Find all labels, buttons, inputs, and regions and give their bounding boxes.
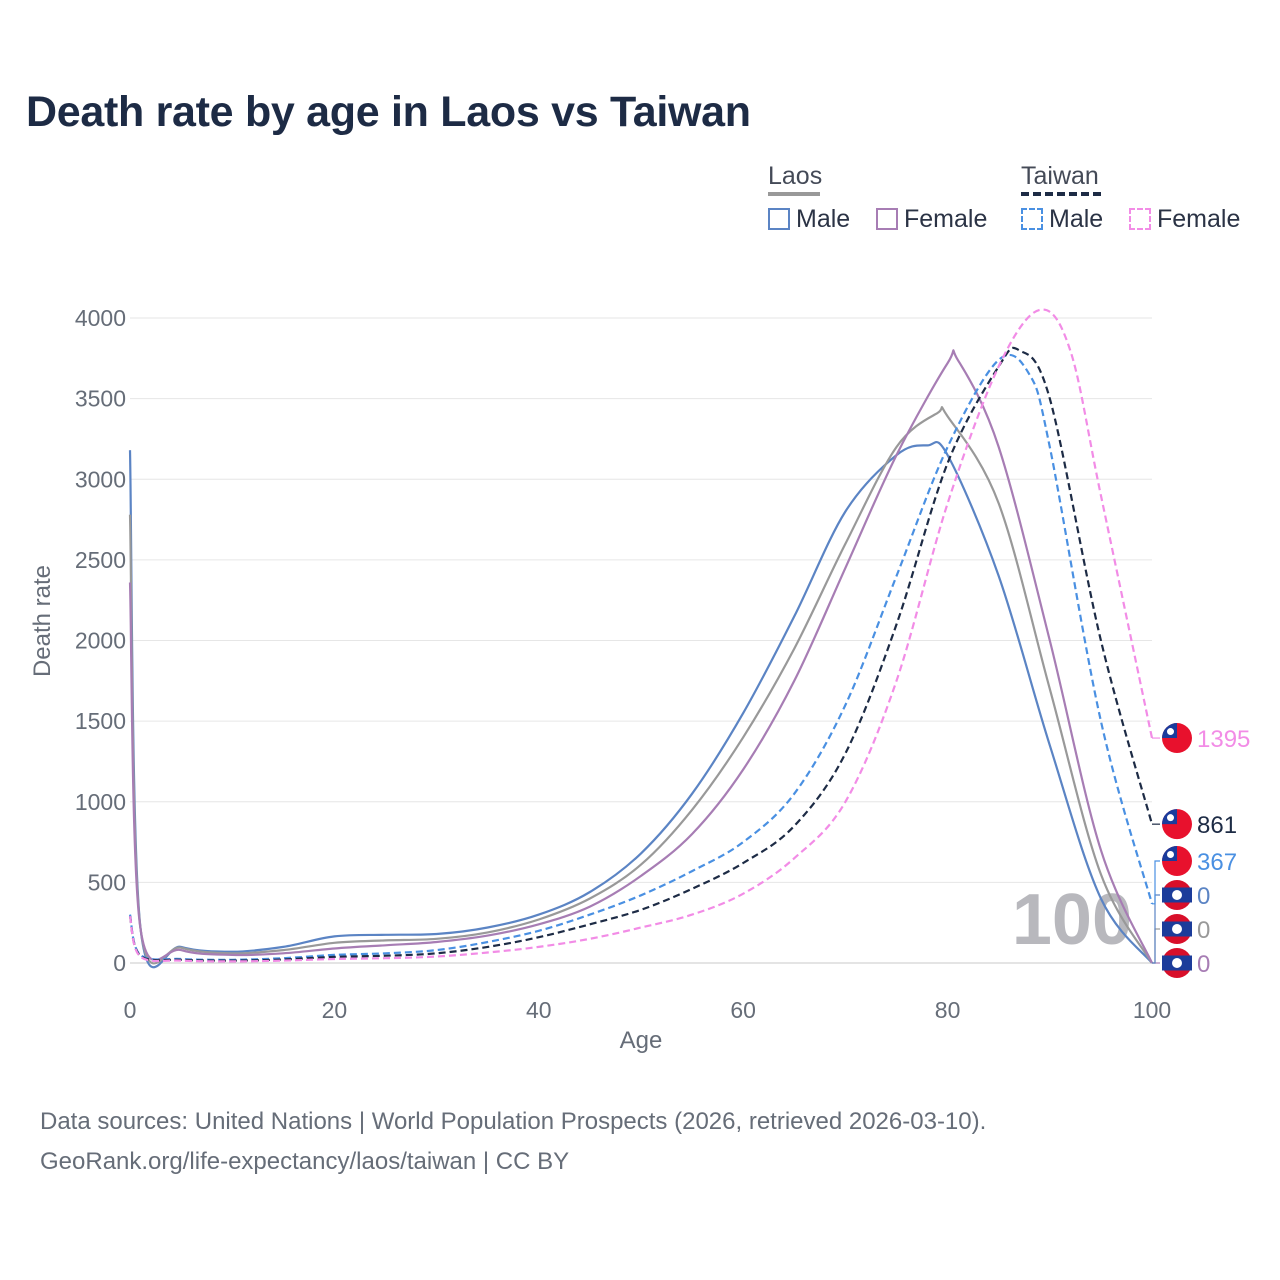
y-tick-label: 1000 — [75, 789, 126, 815]
series-line-taiwan-avg-[interactable] — [128, 346, 1154, 962]
series-line-laos-male-avg-[interactable] — [128, 406, 1153, 965]
flag-taiwan-icon — [1162, 723, 1192, 754]
legend-label-laos-female: Female — [904, 204, 988, 233]
legend-item-laos-female[interactable]: Female — [876, 204, 987, 234]
y-axis-label: Death rate — [29, 565, 56, 677]
legend-underline-taiwan — [1021, 192, 1101, 196]
legend-swatch-laos-male — [768, 208, 790, 230]
y-tick-label: 500 — [88, 869, 126, 895]
y-tick-label: 2500 — [75, 547, 126, 573]
flag-laos-icon — [1162, 948, 1192, 978]
end-labels: 0 0 0 367 861 1395 — [1152, 723, 1250, 978]
x-axis-label: Age — [620, 1027, 663, 1054]
series-line-laos-female[interactable] — [128, 349, 1154, 964]
legend-label-taiwan-female: Female — [1157, 204, 1241, 233]
end-label-value: 0 — [1197, 883, 1210, 910]
legend-swatch-taiwan-male — [1021, 208, 1043, 230]
flag-taiwan-icon — [1162, 846, 1192, 876]
y-tick-label: 4000 — [75, 305, 126, 331]
legend-swatch-laos-female — [876, 208, 898, 230]
end-label-connector — [1152, 928, 1160, 964]
legend-item-laos-male[interactable]: Male — [768, 204, 850, 234]
footer-link[interactable]: GeoRank.org/life-expectancy/laos/taiwan … — [40, 1148, 570, 1175]
legend-swatch-taiwan-female — [1129, 208, 1151, 230]
end-label-value: 367 — [1197, 849, 1237, 876]
end-label-value: 861 — [1197, 812, 1237, 839]
chart-title: Death rate by age in Laos vs Taiwan — [26, 88, 751, 136]
x-axis-ticks: 0 20 40 60 80 100 — [124, 997, 1172, 1023]
x-tick-label: 80 — [935, 997, 961, 1023]
legend-label-laos-male: Male — [796, 204, 851, 233]
series-line-taiwan-female[interactable] — [128, 308, 1154, 963]
end-label-connector — [1152, 894, 1160, 964]
legend-group-laos[interactable]: Laos — [768, 162, 823, 190]
grid — [130, 317, 1152, 964]
series-line-laos-male[interactable] — [128, 440, 1153, 969]
series-line-taiwan-male[interactable] — [128, 353, 1154, 961]
legend-group-taiwan[interactable]: Taiwan — [1021, 162, 1099, 190]
x-tick-label: 100 — [1133, 997, 1171, 1023]
end-label-value: 0 — [1197, 917, 1210, 944]
x-tick-label: 0 — [124, 997, 137, 1023]
legend-item-taiwan-female[interactable]: Female — [1129, 204, 1240, 234]
x-tick-label: 60 — [730, 997, 756, 1023]
series-lines[interactable] — [128, 308, 1154, 969]
y-tick-label: 3500 — [75, 386, 126, 412]
y-tick-label: 0 — [113, 950, 126, 976]
end-label-connector — [1152, 860, 1160, 905]
end-label-value: 1395 — [1197, 726, 1250, 753]
footer-source: Data sources: United Nations | World Pop… — [40, 1108, 987, 1135]
y-tick-label: 2000 — [75, 628, 126, 654]
y-axis-ticks: 0 500 1000 1500 2000 2500 3000 3500 4000 — [75, 305, 126, 976]
x-tick-label: 40 — [526, 997, 552, 1023]
legend-item-taiwan-male[interactable]: Male — [1021, 204, 1103, 234]
legend-underline-laos — [768, 192, 820, 196]
end-label-value: 0 — [1197, 951, 1210, 978]
y-tick-label: 1500 — [75, 708, 126, 734]
x-tick-label: 20 — [322, 997, 348, 1023]
y-tick-label: 3000 — [75, 466, 126, 492]
flag-laos-icon — [1162, 914, 1192, 944]
legend-label-taiwan-male: Male — [1049, 204, 1104, 233]
flag-laos-icon — [1162, 880, 1192, 910]
flag-taiwan-icon — [1162, 809, 1192, 840]
